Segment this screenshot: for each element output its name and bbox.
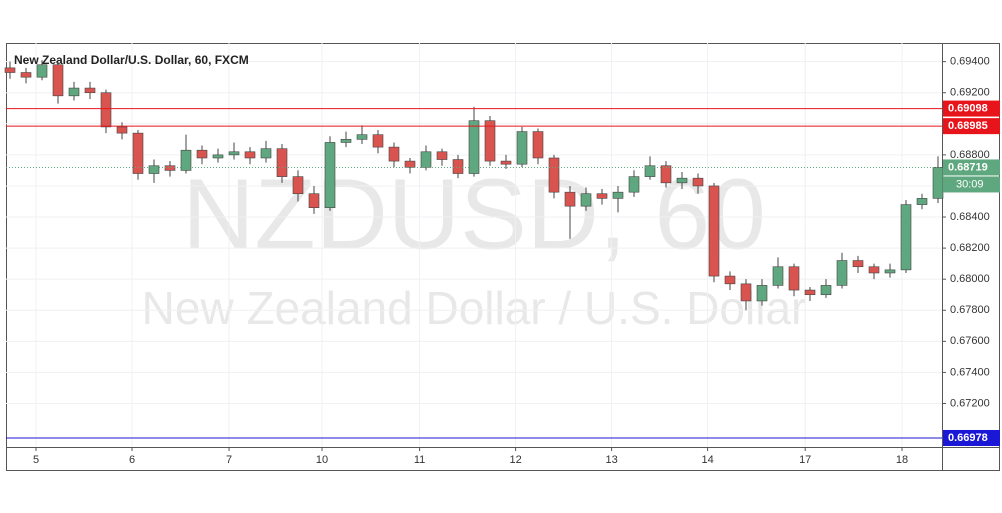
x-tick-label: 14 — [701, 454, 713, 466]
price-tag — [943, 159, 1000, 176]
candle-body — [420, 151, 432, 168]
candle-body — [916, 198, 928, 205]
candle-body — [564, 191, 576, 207]
y-tick-label: 0.68200 — [950, 242, 990, 254]
candle-body — [388, 146, 400, 162]
watermark-subtitle: New Zealand Dollar / U.S. Dollar — [142, 282, 807, 334]
candle-body — [52, 64, 64, 97]
candle-body — [644, 165, 656, 177]
y-tick-label: 0.67600 — [950, 335, 990, 347]
candle-body — [804, 289, 816, 296]
price-tag — [943, 118, 1000, 135]
candle-body — [628, 176, 640, 193]
candle-body — [260, 148, 272, 159]
x-tick-label: 6 — [129, 454, 135, 466]
x-tick-label: 7 — [226, 454, 232, 466]
candle-body — [116, 126, 128, 134]
price-tag-label: 0.68719 — [948, 161, 988, 173]
candle-body — [36, 64, 48, 78]
candle-body — [308, 193, 320, 209]
y-tick-label: 0.67800 — [950, 304, 990, 316]
candle-body — [180, 149, 192, 171]
candle-body — [756, 285, 768, 302]
candle-body — [548, 157, 560, 193]
candle-body — [356, 134, 368, 140]
candle-body — [772, 266, 784, 286]
candle-body — [164, 165, 176, 171]
y-tick-label: 0.68400 — [950, 211, 990, 223]
candle-body — [724, 275, 736, 285]
x-tick-label: 5 — [33, 454, 39, 466]
candle-body — [900, 204, 912, 271]
candle-body — [244, 151, 256, 159]
countdown: 30:09 — [956, 178, 984, 190]
x-tick-label: 12 — [509, 454, 521, 466]
y-tick-label: 0.69400 — [950, 56, 990, 68]
price-tag-label: 0.66978 — [948, 432, 988, 444]
y-tick-label: 0.67200 — [950, 397, 990, 409]
x-tick-label: 11 — [414, 454, 425, 466]
candle-body — [148, 165, 160, 174]
candle-body — [500, 160, 512, 165]
candle-body — [212, 154, 224, 159]
y-tick-label: 0.67400 — [950, 366, 990, 378]
x-tick-label: 13 — [605, 454, 617, 466]
candle-body — [84, 87, 96, 94]
price-tag-label: 0.69098 — [948, 102, 988, 114]
candle-body — [132, 132, 144, 174]
candle-body — [932, 167, 944, 199]
candle-body — [580, 193, 592, 207]
candle-body — [292, 176, 304, 195]
chart-frame — [6, 43, 1000, 471]
candle-body — [740, 283, 752, 302]
candle-body — [788, 266, 800, 291]
price-tag-label: 0.68985 — [948, 120, 988, 132]
candle-body — [660, 165, 672, 184]
candle-body — [436, 151, 448, 160]
candle-body — [324, 142, 336, 209]
y-tick-label: 0.68800 — [950, 149, 990, 161]
candle-body — [596, 193, 608, 199]
candle-body — [404, 160, 416, 168]
candle-body — [196, 149, 208, 159]
candle-body — [836, 260, 848, 286]
candle-body — [884, 269, 896, 274]
candle-body — [340, 139, 352, 143]
chart-title: New Zealand Dollar/U.S. Dollar, 60, FXCM — [14, 53, 249, 67]
x-tick-label: 18 — [896, 454, 908, 466]
candle-body — [516, 131, 528, 165]
candle-body — [100, 92, 112, 128]
candle-body — [372, 134, 384, 148]
y-tick-label: 0.68000 — [950, 273, 990, 285]
candle-body — [708, 185, 720, 277]
candle-body — [852, 260, 864, 268]
candle-body — [484, 120, 496, 162]
candle-body — [20, 72, 32, 78]
candle-body — [532, 131, 544, 159]
candle-body — [676, 177, 688, 184]
candle-body — [276, 148, 288, 177]
price-tag — [943, 429, 1000, 446]
x-tick-label: 10 — [316, 454, 328, 466]
candle-body — [452, 159, 464, 174]
candle-body — [692, 177, 704, 187]
candle-body — [868, 266, 880, 274]
candle-body — [228, 151, 240, 156]
x-tick-label: 17 — [799, 454, 811, 466]
countdown-box — [943, 176, 1000, 193]
price-tag — [943, 100, 1000, 117]
candle-body — [68, 87, 80, 97]
candle-body — [468, 120, 480, 174]
y-tick-label: 0.69200 — [950, 87, 990, 99]
candle-body — [612, 191, 624, 199]
candle-body — [4, 67, 16, 73]
candle-body — [820, 285, 832, 296]
